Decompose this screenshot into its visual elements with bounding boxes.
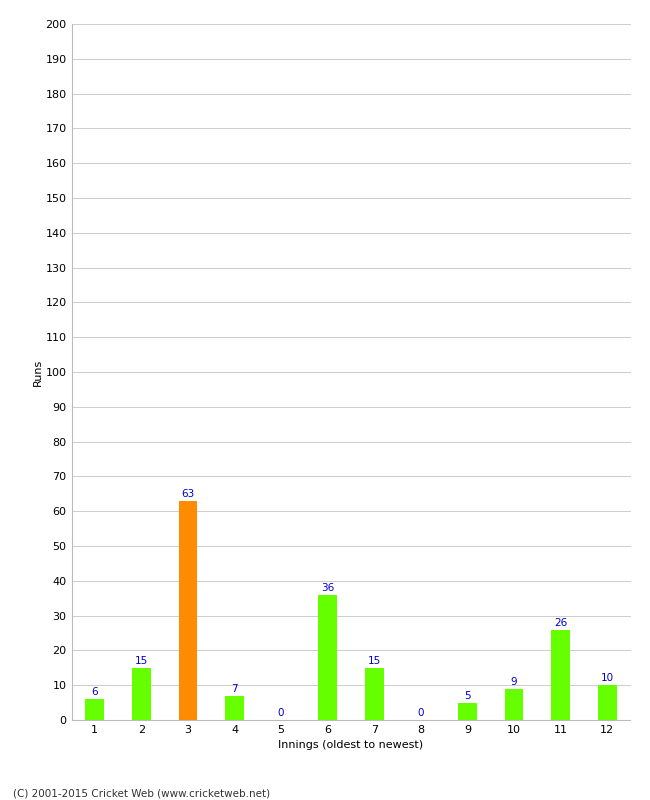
Text: 7: 7 [231,684,238,694]
Text: 36: 36 [321,583,334,593]
Bar [365,668,384,720]
Text: 63: 63 [181,489,194,499]
Text: 9: 9 [511,677,517,687]
Bar [458,702,476,720]
Text: 15: 15 [368,656,381,666]
Text: 10: 10 [601,674,614,683]
Bar [132,668,151,720]
Text: 5: 5 [464,691,471,701]
Bar [598,685,616,720]
Text: (C) 2001-2015 Cricket Web (www.cricketweb.net): (C) 2001-2015 Cricket Web (www.cricketwe… [13,788,270,798]
Bar [179,501,198,720]
Bar [551,630,570,720]
Bar [85,699,104,720]
Text: 0: 0 [417,708,424,718]
Text: 26: 26 [554,618,567,628]
Y-axis label: Runs: Runs [32,358,43,386]
X-axis label: Innings (oldest to newest): Innings (oldest to newest) [278,741,424,750]
Bar [505,689,523,720]
Text: 6: 6 [92,687,98,698]
Bar [318,594,337,720]
Bar [225,696,244,720]
Text: 0: 0 [278,708,285,718]
Text: 15: 15 [135,656,148,666]
